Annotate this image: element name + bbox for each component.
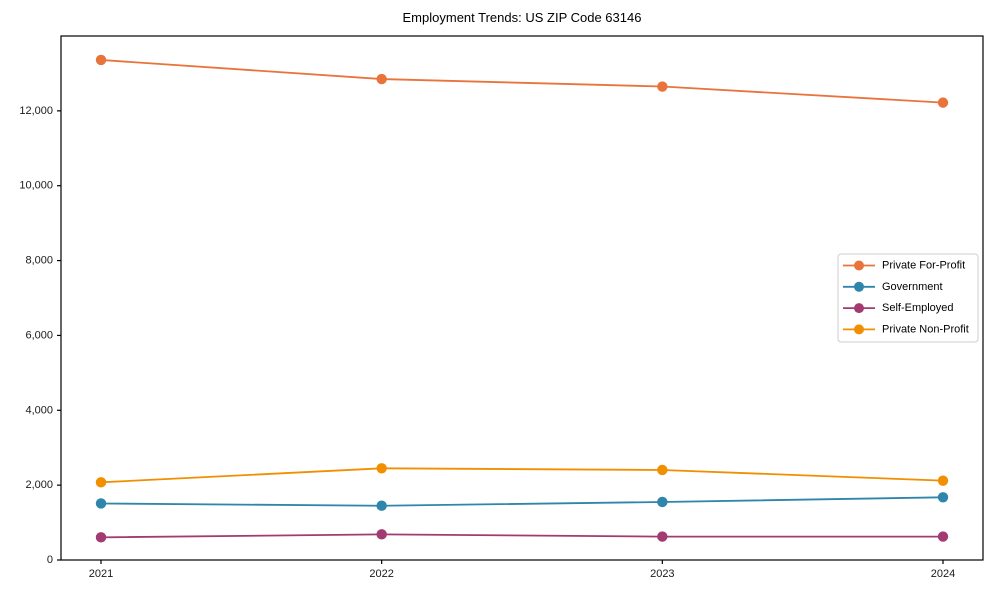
series-marker-private-non-profit-2023 bbox=[657, 464, 668, 476]
series-line-private-for-profit bbox=[100, 59, 944, 104]
legend-label-self-employed: Self-Employed bbox=[882, 302, 954, 314]
series-line-private-non-profit bbox=[100, 467, 944, 484]
legend-sample-marker-private-for-profit bbox=[854, 260, 864, 271]
x-tick-label: 2022 bbox=[369, 568, 393, 580]
y-tick-label: 10,000 bbox=[19, 180, 53, 192]
plot-frame bbox=[60, 35, 984, 561]
series-marker-private-non-profit-2024 bbox=[937, 475, 949, 486]
series-marker-self-employed-2023 bbox=[657, 531, 668, 542]
series-marker-self-employed-2021 bbox=[95, 532, 107, 543]
y-tick-label: 12,000 bbox=[19, 105, 53, 117]
legend-sample-marker-self-employed bbox=[854, 303, 864, 314]
y-tick-label: 8,000 bbox=[25, 255, 53, 267]
series-marker-private-for-profit-2021 bbox=[95, 54, 107, 66]
y-tick-label: 2,000 bbox=[25, 479, 53, 491]
legend-label-private-for-profit: Private For-Profit bbox=[882, 260, 965, 272]
y-tick-label: 4,000 bbox=[25, 404, 53, 416]
x-tick-label: 2024 bbox=[931, 568, 955, 580]
legend-sample-marker-government bbox=[854, 281, 864, 292]
series-line-self-employed bbox=[100, 533, 943, 539]
legend-sample-marker-private-non-profit bbox=[854, 324, 864, 335]
series-marker-government-2022 bbox=[376, 500, 387, 511]
y-tick-label: 0 bbox=[47, 554, 53, 566]
series-marker-private-for-profit-2023 bbox=[657, 81, 668, 92]
series-marker-private-for-profit-2024 bbox=[937, 97, 949, 108]
y-tick-label: 6,000 bbox=[25, 329, 53, 341]
series-marker-self-employed-2024 bbox=[937, 531, 949, 542]
series-marker-government-2021 bbox=[95, 498, 107, 509]
series-marker-government-2023 bbox=[657, 496, 668, 508]
series-marker-private-non-profit-2021 bbox=[95, 477, 107, 488]
legend-label-government: Government bbox=[882, 281, 943, 293]
legend-box bbox=[837, 253, 979, 343]
x-tick-label: 2021 bbox=[89, 568, 113, 580]
series-marker-government-2024 bbox=[937, 492, 949, 503]
series-marker-self-employed-2022 bbox=[376, 529, 387, 540]
series-marker-private-non-profit-2022 bbox=[376, 463, 387, 474]
chart-title: Employment Trends: US ZIP Code 63146 bbox=[402, 10, 642, 25]
x-tick-label: 2023 bbox=[650, 568, 674, 580]
series-line-government bbox=[100, 496, 944, 507]
series-marker-private-for-profit-2022 bbox=[376, 73, 387, 85]
legend-label-private-non-profit: Private Non-Profit bbox=[882, 323, 969, 335]
